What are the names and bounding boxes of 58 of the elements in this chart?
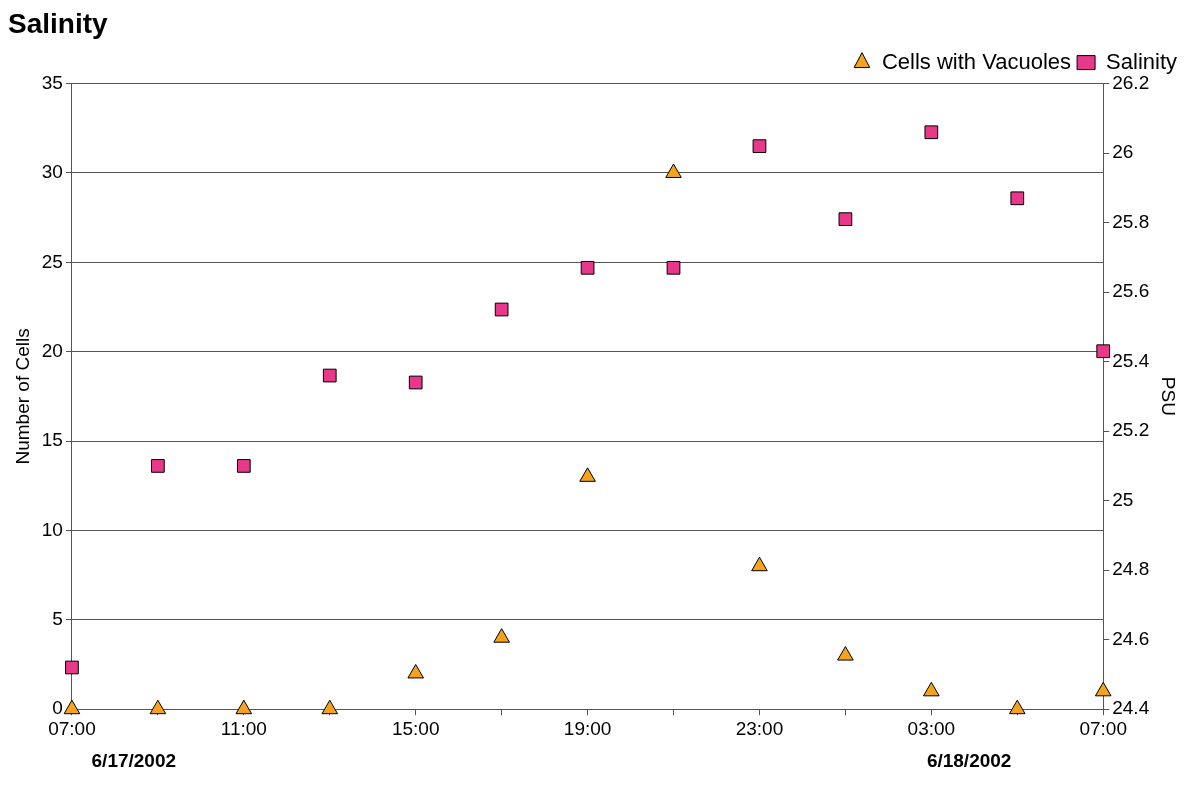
point bbox=[1008, 699, 1026, 715]
y2-axis-title: PSU bbox=[1158, 376, 1180, 416]
y-tick-label: 20 bbox=[41, 339, 63, 361]
point bbox=[579, 467, 596, 482]
point bbox=[665, 163, 682, 178]
point bbox=[493, 628, 510, 643]
point bbox=[322, 368, 337, 383]
point bbox=[65, 660, 79, 675]
y2-tick-label: 26.2 bbox=[1112, 71, 1150, 93]
x-tick-label: 11:00 bbox=[220, 717, 267, 739]
point bbox=[321, 699, 339, 715]
y-axis-title: Number of Cells bbox=[11, 328, 33, 465]
y-tick-label: 5 bbox=[52, 608, 63, 630]
point bbox=[752, 139, 767, 154]
y-tick-label: 35 bbox=[41, 71, 63, 93]
y-tick-label: 25 bbox=[41, 250, 63, 272]
y2-tick-label: 25 bbox=[1112, 488, 1134, 510]
x-tick-label: 07:00 bbox=[48, 717, 96, 739]
point bbox=[63, 699, 81, 715]
y-tick-label: 30 bbox=[41, 161, 63, 183]
y-tick-label: 0 bbox=[52, 697, 63, 719]
point bbox=[494, 302, 509, 317]
y2-tick-label: 26 bbox=[1112, 141, 1134, 163]
point bbox=[235, 699, 253, 715]
x-tick-label: 07:00 bbox=[1079, 717, 1127, 739]
x-tick-label: 23:00 bbox=[735, 717, 784, 739]
point bbox=[580, 260, 595, 275]
y2-tick-label: 24.4 bbox=[1112, 697, 1150, 719]
y2-tick-label: 25.4 bbox=[1112, 349, 1150, 371]
point bbox=[1010, 191, 1025, 206]
y-tick-label: 15 bbox=[41, 429, 63, 451]
x-tick-label: 03:00 bbox=[907, 717, 956, 739]
point bbox=[1094, 681, 1112, 697]
text: 6/17/2002 bbox=[91, 749, 177, 771]
point bbox=[236, 459, 251, 473]
point bbox=[924, 125, 939, 140]
x-tick-label: 19:00 bbox=[563, 717, 612, 739]
x-tick-label: 15:00 bbox=[391, 717, 440, 739]
point bbox=[837, 646, 854, 661]
point bbox=[408, 375, 423, 390]
point bbox=[751, 556, 768, 572]
y2-tick-label: 24.8 bbox=[1112, 558, 1150, 580]
legend-label: Salinity bbox=[1106, 48, 1177, 74]
y2-tick-label: 24.6 bbox=[1112, 627, 1150, 649]
y2-tick-label: 25.6 bbox=[1112, 280, 1150, 302]
point bbox=[151, 459, 165, 473]
point bbox=[149, 699, 167, 715]
y2-tick-label: 25.8 bbox=[1112, 210, 1150, 232]
point bbox=[923, 681, 940, 697]
y-tick-label: 10 bbox=[41, 518, 63, 540]
text: 6/18/2002 bbox=[926, 749, 1012, 771]
point bbox=[666, 260, 681, 275]
y2-tick-label: 25.2 bbox=[1112, 419, 1150, 441]
legend-label: Cells with Vacuoles bbox=[881, 48, 1072, 74]
point bbox=[407, 663, 424, 679]
chart-title: Salinity bbox=[8, 7, 109, 39]
point bbox=[1096, 344, 1111, 359]
point bbox=[838, 212, 853, 227]
